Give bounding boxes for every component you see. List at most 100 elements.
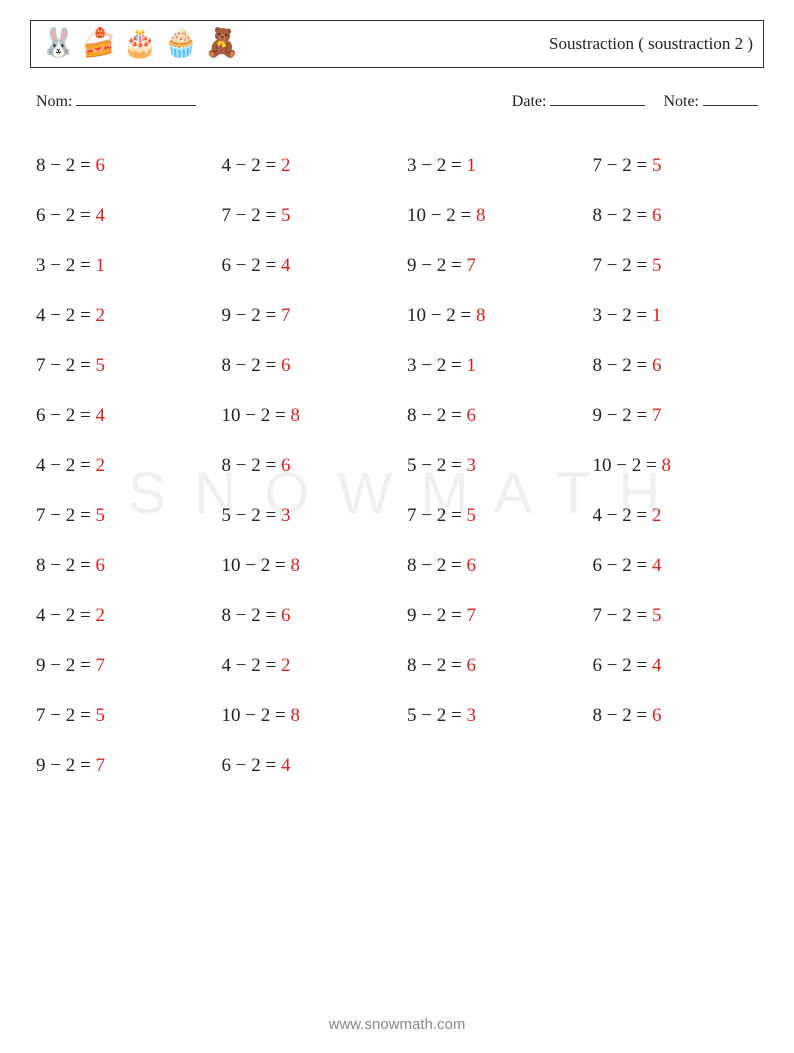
answer-value: 8 bbox=[290, 405, 300, 427]
answer-value: 7 bbox=[95, 655, 105, 677]
subtraction-problem: 5 − 2 = 3 bbox=[407, 691, 573, 741]
answer-value: 6 bbox=[466, 405, 476, 427]
subtraction-problem: 9 − 2 = 7 bbox=[593, 391, 759, 441]
answer-value: 7 bbox=[281, 305, 291, 327]
equation-text: 9 − 2 = bbox=[36, 755, 95, 777]
equation-text: 7 − 2 = bbox=[593, 255, 652, 277]
answer-value: 4 bbox=[95, 405, 105, 427]
subtraction-problem: 7 − 2 = 5 bbox=[593, 591, 759, 641]
subtraction-problem: 3 − 2 = 1 bbox=[407, 341, 573, 391]
equation-text: 3 − 2 = bbox=[407, 355, 466, 377]
equation-text: 10 − 2 = bbox=[222, 405, 291, 427]
subtraction-problem: 10 − 2 = 8 bbox=[222, 691, 388, 741]
subtraction-problem: 7 − 2 = 5 bbox=[36, 341, 202, 391]
answer-value: 8 bbox=[661, 455, 671, 477]
answer-value: 3 bbox=[281, 505, 291, 527]
footer-url: www.snowmath.com bbox=[0, 1016, 794, 1033]
equation-text: 8 − 2 = bbox=[407, 655, 466, 677]
equation-text: 5 − 2 = bbox=[407, 705, 466, 727]
answer-value: 1 bbox=[466, 355, 476, 377]
answer-value: 2 bbox=[95, 305, 105, 327]
problems-col-4: 7 − 2 = 58 − 2 = 67 − 2 = 53 − 2 = 18 − … bbox=[593, 141, 759, 791]
answer-value: 6 bbox=[652, 355, 662, 377]
subtraction-problem: 9 − 2 = 7 bbox=[407, 241, 573, 291]
equation-text: 8 − 2 = bbox=[593, 705, 652, 727]
equation-text: 5 − 2 = bbox=[222, 505, 281, 527]
subtraction-problem: 7 − 2 = 5 bbox=[593, 241, 759, 291]
equation-text: 6 − 2 = bbox=[222, 255, 281, 277]
subtraction-problem: 8 − 2 = 6 bbox=[36, 541, 202, 591]
subtraction-problem: 8 − 2 = 6 bbox=[407, 391, 573, 441]
equation-text: 8 − 2 = bbox=[222, 355, 281, 377]
subtraction-problem: 6 − 2 = 4 bbox=[36, 191, 202, 241]
subtraction-problem: 8 − 2 = 6 bbox=[593, 341, 759, 391]
subtraction-problem: 5 − 2 = 3 bbox=[222, 491, 388, 541]
answer-value: 5 bbox=[95, 705, 105, 727]
subtraction-problem: 9 − 2 = 7 bbox=[407, 591, 573, 641]
answer-value: 6 bbox=[466, 555, 476, 577]
equation-text: 4 − 2 = bbox=[36, 605, 95, 627]
answer-value: 4 bbox=[281, 255, 291, 277]
equation-text: 9 − 2 = bbox=[222, 305, 281, 327]
subtraction-problem: 7 − 2 = 5 bbox=[36, 691, 202, 741]
subtraction-problem: 3 − 2 = 1 bbox=[593, 291, 759, 341]
equation-text: 7 − 2 = bbox=[36, 705, 95, 727]
subtraction-problem: 6 − 2 = 4 bbox=[222, 741, 388, 791]
subtraction-problem: 4 − 2 = 2 bbox=[36, 591, 202, 641]
worksheet-page: 🐰 🍰 🎂 🧁 🧸 Soustraction ( soustraction 2 … bbox=[0, 0, 794, 1053]
answer-value: 6 bbox=[652, 705, 662, 727]
answer-value: 5 bbox=[466, 505, 476, 527]
answer-value: 2 bbox=[652, 505, 662, 527]
answer-value: 1 bbox=[466, 155, 476, 177]
subtraction-problem: 8 − 2 = 6 bbox=[593, 691, 759, 741]
equation-text: 10 − 2 = bbox=[222, 555, 291, 577]
answer-value: 7 bbox=[652, 405, 662, 427]
equation-text: 4 − 2 = bbox=[36, 305, 95, 327]
date-label: Date: bbox=[512, 93, 547, 110]
equation-text: 5 − 2 = bbox=[407, 455, 466, 477]
equation-text: 9 − 2 = bbox=[36, 655, 95, 677]
equation-text: 10 − 2 = bbox=[222, 705, 291, 727]
date-blank[interactable] bbox=[550, 92, 645, 106]
equation-text: 4 − 2 = bbox=[222, 655, 281, 677]
equation-text: 8 − 2 = bbox=[36, 155, 95, 177]
subtraction-problem: 8 − 2 = 6 bbox=[407, 641, 573, 691]
answer-value: 2 bbox=[95, 605, 105, 627]
equation-text: 10 − 2 = bbox=[407, 205, 476, 227]
equation-text: 8 − 2 = bbox=[593, 205, 652, 227]
date-field: Date: bbox=[512, 92, 646, 111]
equation-text: 9 − 2 = bbox=[407, 255, 466, 277]
subtraction-problem: 10 − 2 = 8 bbox=[593, 441, 759, 491]
equation-text: 8 − 2 = bbox=[36, 555, 95, 577]
subtraction-problem: 6 − 2 = 4 bbox=[36, 391, 202, 441]
subtraction-problem: 4 − 2 = 2 bbox=[593, 491, 759, 541]
equation-text: 9 − 2 = bbox=[593, 405, 652, 427]
answer-value: 2 bbox=[281, 155, 291, 177]
answer-value: 3 bbox=[466, 455, 476, 477]
answer-value: 4 bbox=[652, 555, 662, 577]
subtraction-problem: 9 − 2 = 7 bbox=[36, 641, 202, 691]
equation-text: 7 − 2 = bbox=[593, 605, 652, 627]
equation-text: 6 − 2 = bbox=[593, 655, 652, 677]
equation-text: 8 − 2 = bbox=[222, 455, 281, 477]
equation-text: 4 − 2 = bbox=[593, 505, 652, 527]
problems-grid: 8 − 2 = 66 − 2 = 43 − 2 = 14 − 2 = 27 − … bbox=[30, 141, 764, 791]
answer-value: 5 bbox=[281, 205, 291, 227]
meta-row: Nom: Date: Note: bbox=[30, 92, 764, 111]
answer-value: 4 bbox=[95, 205, 105, 227]
answer-value: 7 bbox=[95, 755, 105, 777]
answer-value: 8 bbox=[290, 555, 300, 577]
subtraction-problem: 8 − 2 = 6 bbox=[222, 441, 388, 491]
equation-text: 8 − 2 = bbox=[593, 355, 652, 377]
subtraction-problem: 7 − 2 = 5 bbox=[36, 491, 202, 541]
subtraction-problem: 10 − 2 = 8 bbox=[407, 291, 573, 341]
name-blank[interactable] bbox=[76, 92, 196, 106]
name-field: Nom: bbox=[36, 92, 196, 111]
answer-value: 5 bbox=[95, 505, 105, 527]
equation-text: 4 − 2 = bbox=[222, 155, 281, 177]
subtraction-problem: 8 − 2 = 6 bbox=[36, 141, 202, 191]
equation-text: 6 − 2 = bbox=[36, 405, 95, 427]
answer-value: 6 bbox=[281, 605, 291, 627]
answer-value: 2 bbox=[281, 655, 291, 677]
note-blank[interactable] bbox=[703, 92, 758, 106]
